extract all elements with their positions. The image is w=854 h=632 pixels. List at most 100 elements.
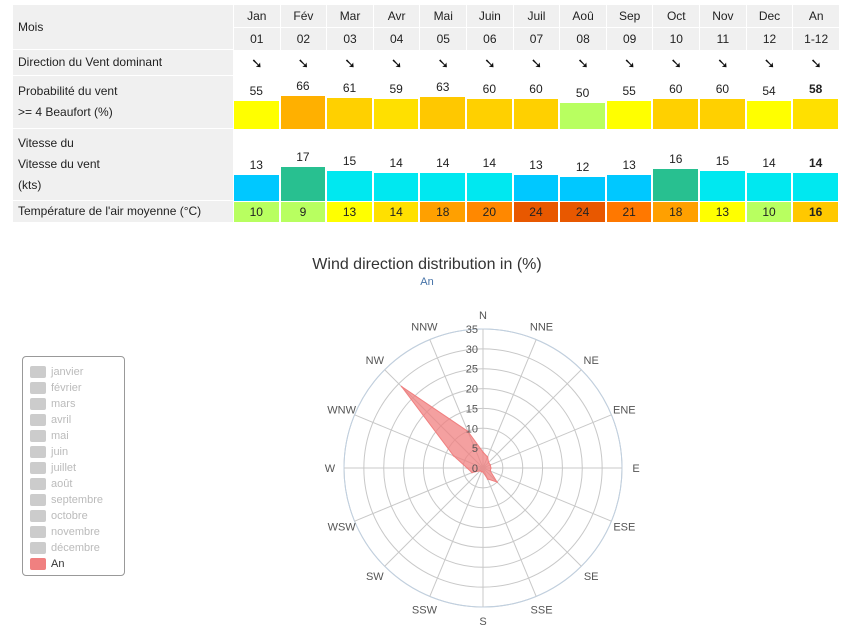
- month-number: 01: [234, 27, 280, 50]
- legend-item[interactable]: juin: [30, 445, 68, 459]
- temperature-cell: 14: [373, 201, 420, 223]
- legend-label: août: [51, 478, 73, 490]
- month-number: 05: [420, 27, 467, 50]
- prob-bar: [653, 98, 699, 129]
- legend-label: octobre: [51, 510, 88, 522]
- legend-label: janvier: [51, 366, 84, 378]
- legend-item[interactable]: janvier: [30, 365, 83, 379]
- legend-label: juillet: [51, 462, 77, 474]
- legend-label: mars: [51, 398, 76, 410]
- direction-cell: ➘: [605, 50, 653, 76]
- data-point: [482, 451, 484, 453]
- month-header: An 1-12: [792, 5, 839, 50]
- direction-label: NNE: [530, 322, 553, 334]
- month-header: Oct 10: [652, 5, 700, 50]
- month-header: Dec 12: [745, 5, 793, 50]
- grid-spoke: [429, 467, 484, 597]
- speed-cell: 13: [233, 129, 280, 201]
- legend-item[interactable]: février: [30, 381, 82, 395]
- month-number: 10: [653, 27, 700, 50]
- speed-cell: 15: [699, 129, 746, 201]
- legend-item[interactable]: octobre: [30, 509, 88, 523]
- direction-cell: ➘: [233, 50, 280, 76]
- grid-spoke: [384, 467, 484, 567]
- speed-cell: 16: [652, 129, 699, 201]
- month-name: Mar: [339, 9, 361, 23]
- prob-bar: [746, 101, 792, 129]
- month-header: Sep 09: [605, 5, 653, 50]
- month-number: 04: [373, 27, 420, 50]
- speed-bar: [513, 175, 559, 201]
- legend-item[interactable]: juillet: [30, 461, 76, 475]
- grid-spoke: [482, 467, 537, 597]
- month-name: Oct: [666, 9, 686, 23]
- legend-label: mai: [51, 430, 69, 442]
- month-name: Fév: [293, 9, 314, 23]
- temperature-cell: 21: [606, 201, 653, 223]
- prob-cell: 60: [652, 76, 699, 129]
- legend-item[interactable]: mars: [30, 397, 75, 411]
- legend-label: février: [51, 382, 82, 394]
- legend-item[interactable]: mai: [30, 429, 69, 443]
- month-number: 03: [327, 27, 373, 50]
- temperature-value: 13: [327, 202, 372, 222]
- prob-cell: 55: [606, 76, 653, 129]
- prob-value: 55: [249, 83, 263, 98]
- speed-bar: [700, 171, 745, 201]
- data-point: [479, 470, 481, 472]
- data-point: [400, 385, 403, 388]
- month-number: 1-12: [793, 27, 839, 50]
- probability-row: Probabilité du vent >= 4 Beaufort (%) 55…: [13, 76, 839, 129]
- legend-item[interactable]: novembre: [30, 525, 100, 539]
- speed-value: 14: [389, 156, 403, 170]
- direction-label: ESE: [613, 522, 635, 534]
- prob-bar: [513, 98, 559, 129]
- speed-value: 13: [529, 158, 543, 172]
- month-header: Jan 01: [233, 5, 280, 50]
- radial-tick-label: 5: [472, 443, 478, 455]
- data-point: [489, 464, 492, 466]
- speed-cell: 14: [373, 129, 420, 201]
- speed-value: 15: [715, 154, 730, 168]
- data-point: [486, 456, 489, 458]
- prob-value: 66: [296, 78, 310, 93]
- legend-item[interactable]: septembre: [30, 493, 103, 507]
- prob-value: 60: [482, 81, 497, 96]
- radial-tick-label: 25: [466, 364, 478, 376]
- direction-cell: ➘: [419, 50, 466, 76]
- speed-cell: 14: [466, 129, 513, 201]
- temperature-cell: 24: [559, 201, 606, 223]
- legend-item[interactable]: avril: [30, 413, 71, 427]
- speed-bar: [373, 173, 419, 201]
- temperature-value: 16: [793, 202, 838, 222]
- legend-label: novembre: [51, 526, 100, 538]
- month-name: Aoû: [572, 9, 594, 23]
- wind-arrow-icon: ➘: [623, 54, 636, 71]
- wind-arrow-icon: ➘: [577, 54, 589, 71]
- legend-item[interactable]: août: [30, 477, 72, 491]
- legend-item[interactable]: An: [30, 557, 64, 571]
- temperature-cell: 13: [699, 201, 746, 223]
- legend-item[interactable]: décembre: [30, 541, 100, 555]
- legend-swatch: [30, 542, 46, 555]
- temperature-value: 21: [606, 202, 652, 222]
- temperature-value: 10: [746, 202, 792, 222]
- legend-swatch: [30, 478, 46, 491]
- speed-bar: [467, 173, 512, 201]
- prob-bar: [234, 100, 279, 129]
- prob-value: 50: [575, 86, 590, 100]
- data-point: [496, 481, 498, 483]
- data-point: [490, 467, 492, 469]
- month-name: Jan: [247, 9, 267, 23]
- legend-swatch: [30, 510, 46, 523]
- month-name: Dec: [758, 9, 781, 23]
- direction-cell: ➘: [792, 50, 839, 76]
- chart-subtitle: An: [420, 276, 434, 288]
- temperature-label: Température de l'air moyenne (°C): [13, 201, 233, 223]
- prob-value: 54: [762, 84, 776, 99]
- data-point: [486, 478, 489, 480]
- legend-label: avril: [51, 414, 72, 426]
- direction-label: NW: [366, 355, 385, 367]
- prob-bar: [606, 100, 652, 129]
- speed-label-line1: Vitesse du: [18, 136, 74, 150]
